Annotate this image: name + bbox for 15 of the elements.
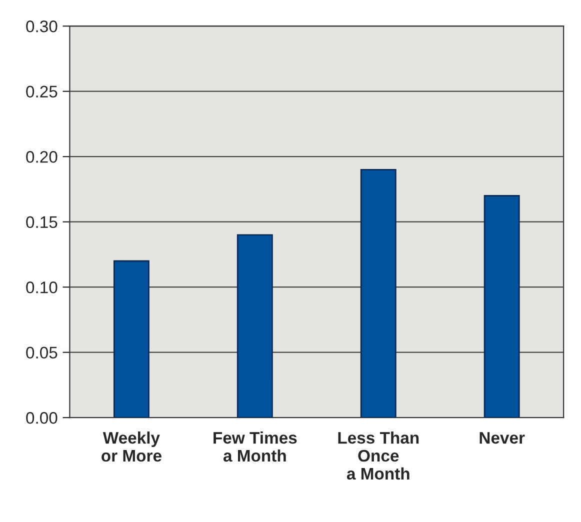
- y-tick-label: 0.05: [26, 346, 58, 359]
- y-tick-label: 0.15: [26, 216, 58, 228]
- bar: [484, 195, 520, 418]
- y-tick-label: 0.30: [26, 20, 58, 32]
- bar: [360, 168, 396, 418]
- x-tick-label: Never: [480, 432, 525, 444]
- y-tick-label: 0.00: [26, 412, 58, 424]
- y-tick-label: 0.20: [26, 151, 58, 163]
- x-tick-label: Weekly or More: [102, 431, 162, 462]
- x-tick-label: Less Than Once a Month: [338, 431, 419, 480]
- bar: [236, 234, 273, 418]
- y-tick-label: 0.10: [26, 282, 58, 294]
- y-tick-label: 0.25: [26, 86, 58, 98]
- bar: [113, 260, 150, 418]
- x-tick-label: Few Times a Month: [214, 431, 297, 462]
